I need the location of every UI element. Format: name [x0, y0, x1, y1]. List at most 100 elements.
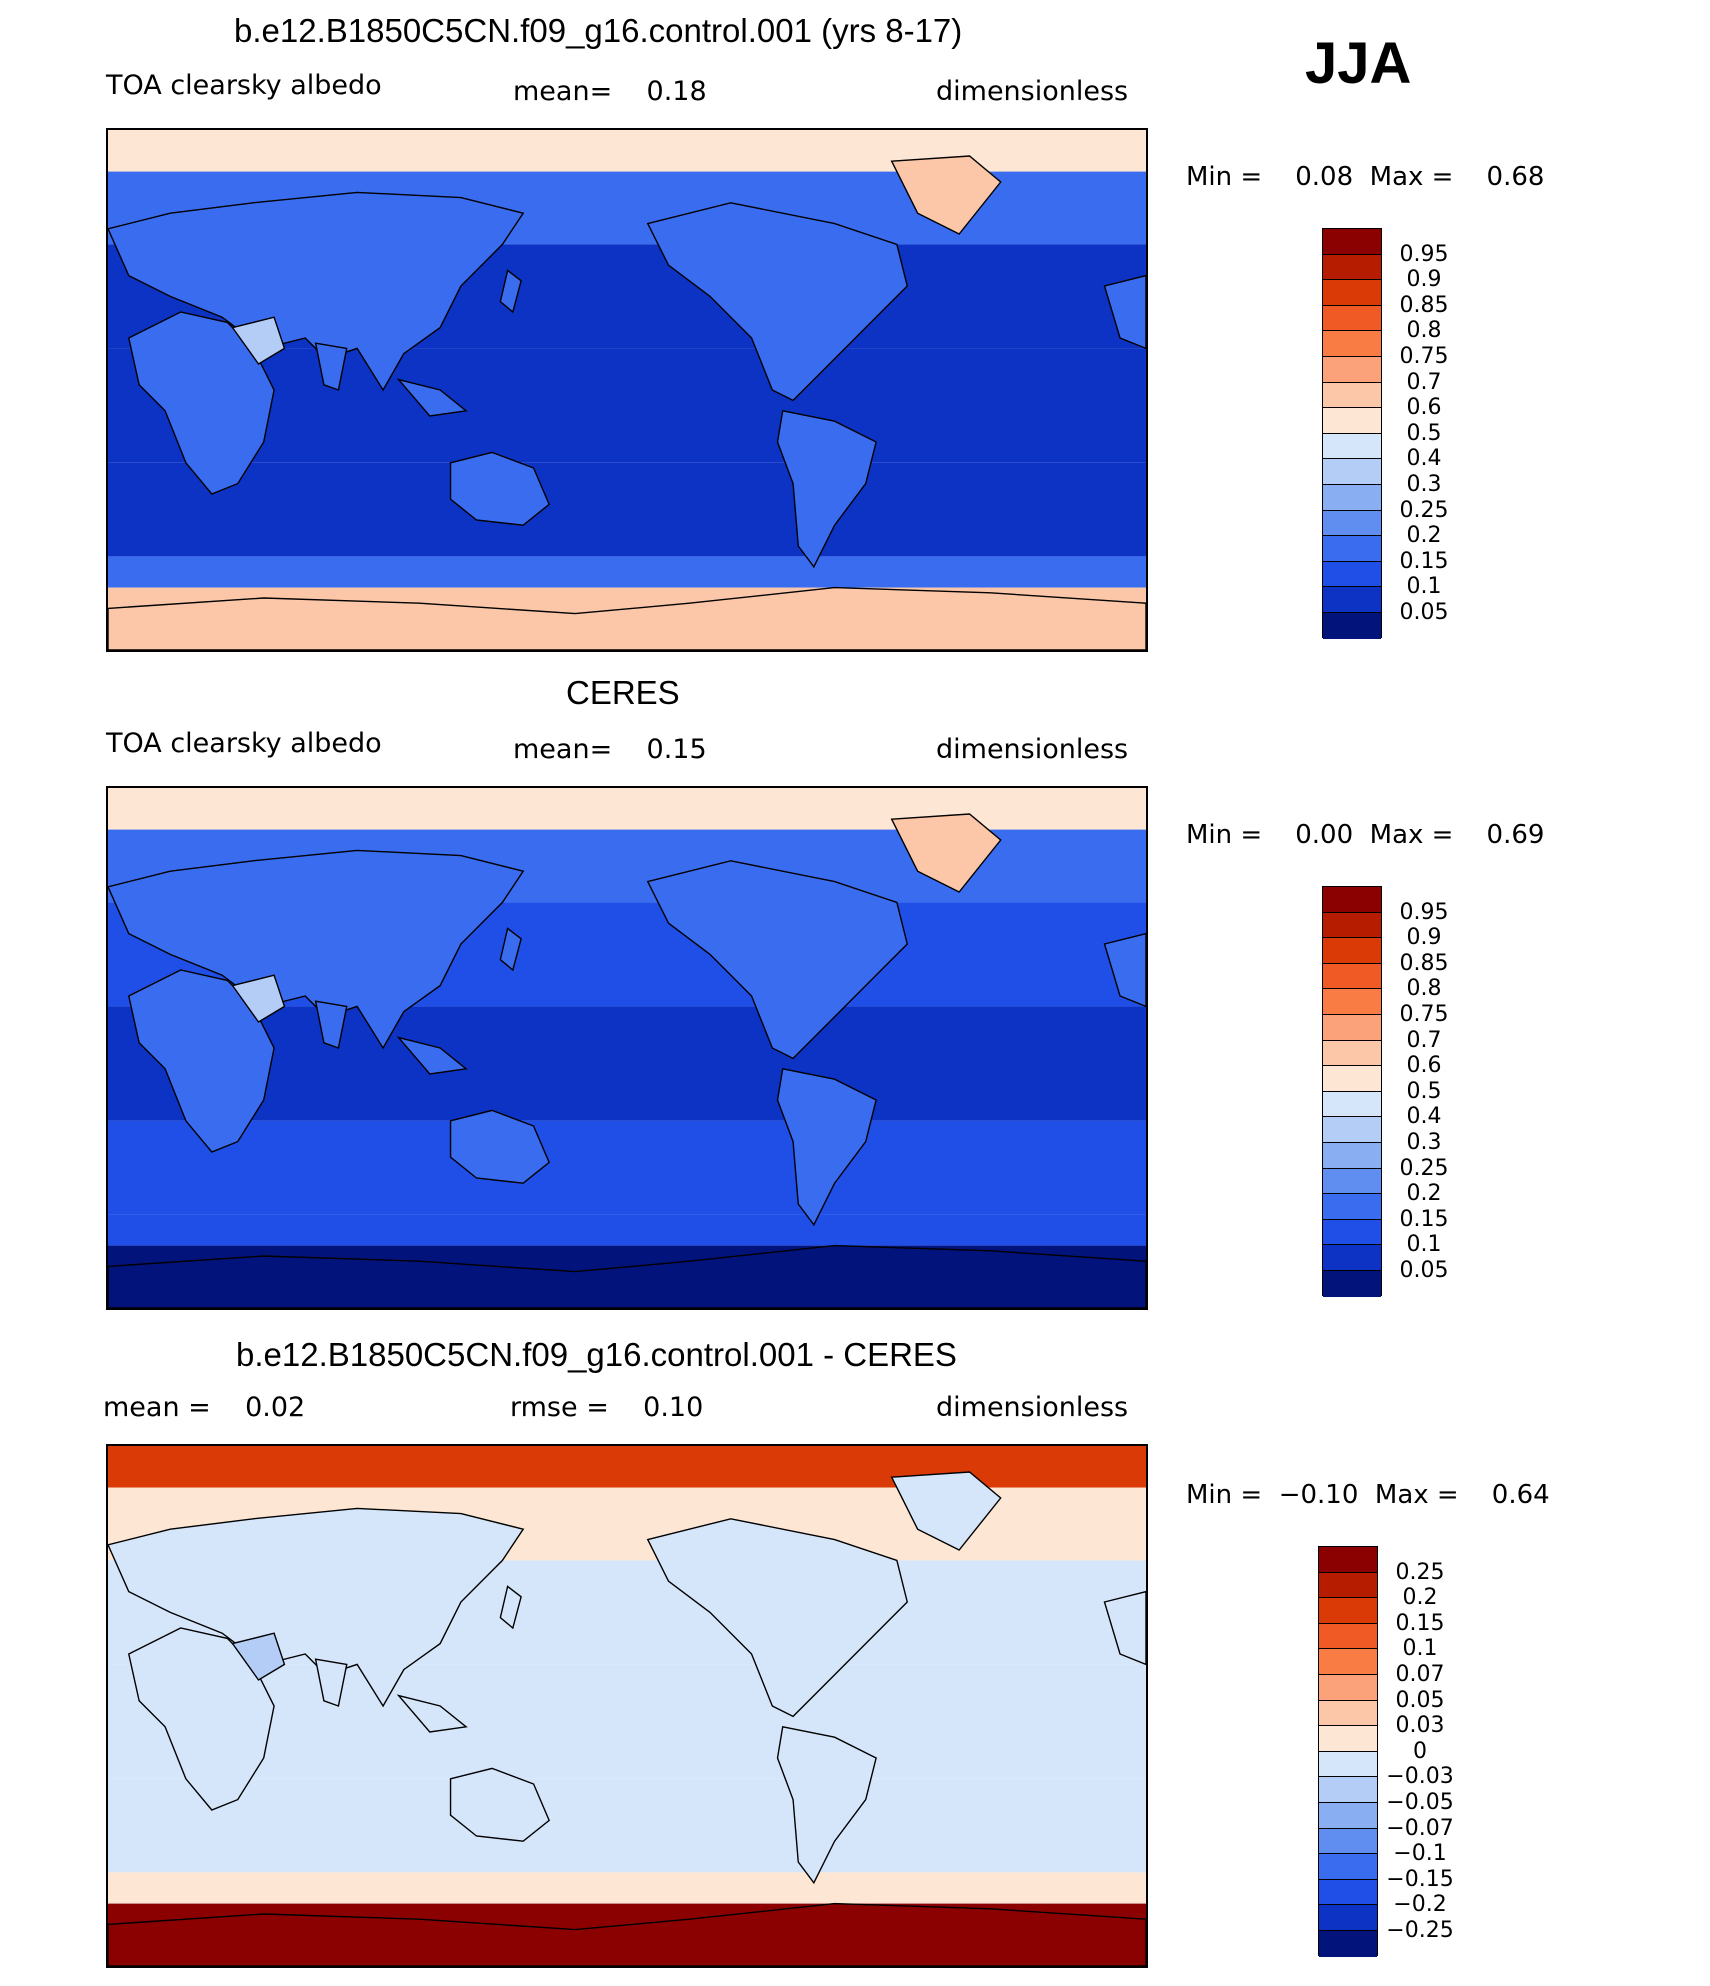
colorbar-swatch — [1319, 1573, 1377, 1599]
colorbar-swatch — [1323, 306, 1381, 332]
colorbar-swatch — [1323, 1245, 1381, 1271]
colorbar-box — [1322, 228, 1382, 638]
colorbar-swatch — [1319, 1931, 1377, 1957]
band-southern-ocean — [108, 1214, 1146, 1245]
colorbar-tick-label: 0 — [1380, 1739, 1460, 1764]
colorbar-swatch — [1323, 1220, 1381, 1246]
colorbar-tick-label: −0.15 — [1380, 1867, 1460, 1892]
colorbar-swatch — [1323, 913, 1381, 939]
colorbar-tick-label: 0.4 — [1384, 446, 1464, 471]
panel-left-label: TOA clearsky albedo — [106, 70, 382, 101]
colorbar-swatch — [1319, 1880, 1377, 1906]
colorbar-swatch — [1319, 1701, 1377, 1727]
colorbar-tick-label: 0.25 — [1384, 498, 1464, 523]
colorbar-swatch — [1319, 1649, 1377, 1675]
colorbar-swatch — [1323, 255, 1381, 281]
band-arctic — [108, 1446, 1146, 1488]
colorbar-swatch — [1323, 459, 1381, 485]
band-south-ocean — [108, 463, 1146, 557]
colorbar-swatch — [1323, 613, 1381, 639]
difference-map — [106, 1444, 1148, 1968]
colorbar-swatch — [1323, 587, 1381, 613]
colorbar-tick-label: 0.75 — [1384, 1002, 1464, 1027]
panel-mean-label: mean = 0.02 — [103, 1392, 305, 1423]
panel-units-label: dimensionless — [936, 1392, 1128, 1423]
map-canvas — [108, 130, 1146, 650]
colorbar-tick-label: 0.8 — [1384, 318, 1464, 343]
colorbar-tick-label: 0.2 — [1380, 1585, 1460, 1610]
colorbar-swatch — [1323, 536, 1381, 562]
colorbar-swatch — [1323, 562, 1381, 588]
colorbar-tick-label: 0.9 — [1384, 925, 1464, 950]
colorbar-tick-label: 0.15 — [1384, 549, 1464, 574]
colorbar-swatch — [1323, 408, 1381, 434]
season-label: JJA — [1305, 30, 1411, 97]
colorbar-swatch — [1319, 1547, 1377, 1573]
panel-units-label: dimensionless — [936, 734, 1128, 765]
colorbar-tick-label: 0.8 — [1384, 976, 1464, 1001]
colorbar-tick-label: 0.03 — [1380, 1713, 1460, 1738]
colorbar-tick-label: 0.95 — [1384, 242, 1464, 267]
model-map — [106, 128, 1148, 652]
colorbar-swatch — [1323, 1271, 1381, 1297]
panel-mean-label: mean= 0.18 — [513, 76, 707, 107]
colorbar-swatch — [1319, 1752, 1377, 1778]
colorbar-swatch — [1323, 1041, 1381, 1067]
colorbar-swatch — [1319, 1726, 1377, 1752]
colorbar-tick-label: 0.3 — [1384, 472, 1464, 497]
colorbar-swatch — [1319, 1829, 1377, 1855]
colorbar-tick-label: 0.5 — [1384, 1079, 1464, 1104]
band-south-ocean — [108, 1779, 1146, 1873]
colorbar-swatch — [1319, 1675, 1377, 1701]
colorbar-swatch — [1323, 964, 1381, 990]
band-arctic — [108, 130, 1146, 172]
colorbar-swatch — [1323, 1169, 1381, 1195]
band-southern-ocean — [108, 1872, 1146, 1903]
colorbar-swatch — [1323, 1194, 1381, 1220]
colorbar-tick-label: 0.3 — [1384, 1130, 1464, 1155]
colorbar-tick-label: 0.85 — [1384, 951, 1464, 976]
colorbar-tick-label: 0.05 — [1380, 1688, 1460, 1713]
colorbar-swatch — [1323, 280, 1381, 306]
colorbar-swatch — [1323, 1117, 1381, 1143]
colorbar-tick-label: 0.1 — [1384, 1232, 1464, 1257]
colorbar-tick-label: 0.4 — [1384, 1104, 1464, 1129]
colorbar-swatch — [1319, 1624, 1377, 1650]
panel-minmax: Min = 0.08 Max = 0.68 — [1186, 162, 1544, 192]
colorbar-tick-label: 0.05 — [1384, 1258, 1464, 1283]
colorbar-tick-label: 0.7 — [1384, 370, 1464, 395]
colorbar-tick-label: 0.6 — [1384, 395, 1464, 420]
colorbar-tick-label: 0.25 — [1380, 1560, 1460, 1585]
map-canvas — [108, 788, 1146, 1308]
colorbar-tick-label: −0.05 — [1380, 1790, 1460, 1815]
colorbar-swatch — [1323, 1143, 1381, 1169]
map-canvas — [108, 1446, 1146, 1966]
colorbar-swatch — [1323, 383, 1381, 409]
colorbar-tick-label: −0.07 — [1380, 1816, 1460, 1841]
colorbar-swatch — [1323, 1066, 1381, 1092]
panel-minmax: Min = −0.10 Max = 0.64 — [1186, 1480, 1550, 1510]
panel-left-label: TOA clearsky albedo — [106, 728, 382, 759]
colorbar-swatch — [1323, 938, 1381, 964]
colorbar-swatch — [1323, 357, 1381, 383]
colorbar-tick-label: 0.85 — [1384, 293, 1464, 318]
panel-rmse-label: rmse = 0.10 — [510, 1392, 703, 1423]
colorbar-tick-label: 0.9 — [1384, 267, 1464, 292]
colorbar-tick-label: 0.1 — [1380, 1636, 1460, 1661]
colorbar-swatch — [1323, 1015, 1381, 1041]
colorbar-tick-label: 0.15 — [1380, 1611, 1460, 1636]
colorbar-swatch — [1323, 331, 1381, 357]
colorbar-box — [1322, 886, 1382, 1296]
colorbar-swatch — [1323, 511, 1381, 537]
colorbar-swatch — [1319, 1905, 1377, 1931]
colorbar-tick-label: 0.15 — [1384, 1207, 1464, 1232]
colorbar-tick-label: 0.95 — [1384, 900, 1464, 925]
colorbar-swatch — [1323, 485, 1381, 511]
colorbar-tick-label: 0.7 — [1384, 1028, 1464, 1053]
colorbar-swatch — [1323, 434, 1381, 460]
colorbar-tick-label: 0.5 — [1384, 421, 1464, 446]
band-south-ocean — [108, 1121, 1146, 1215]
colorbar-swatch — [1323, 989, 1381, 1015]
panel-mean-label: mean= 0.15 — [513, 734, 707, 765]
colorbar-swatch — [1323, 229, 1381, 255]
